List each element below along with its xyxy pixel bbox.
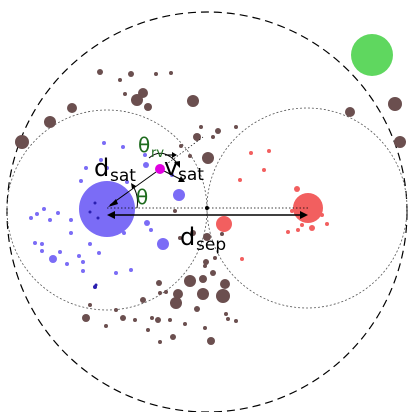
svg-text:v: v bbox=[164, 153, 178, 181]
theta-label: θ bbox=[136, 185, 148, 209]
v-sat-arrowhead bbox=[178, 176, 185, 182]
blue-satellites bbox=[29, 141, 185, 289]
boundary-galaxy bbox=[395, 139, 397, 141]
d-sat-arrowhead bbox=[108, 199, 118, 207]
large-green-galaxy bbox=[351, 34, 393, 76]
svg-text:θ: θ bbox=[138, 133, 150, 157]
svg-text:rv: rv bbox=[151, 146, 164, 161]
d-sep-arrowhead-right bbox=[300, 211, 308, 219]
d-sat-arrow bbox=[109, 171, 157, 206]
d-sep-arrowhead-left bbox=[107, 211, 115, 219]
blue-host-galaxy bbox=[79, 181, 135, 237]
theta-rv-arc bbox=[148, 152, 179, 165]
field-galaxies bbox=[15, 69, 406, 345]
theta-arrowhead bbox=[131, 183, 136, 189]
svg-text:d: d bbox=[94, 154, 109, 182]
svg-text:θ: θ bbox=[136, 185, 148, 209]
selected-satellite bbox=[155, 164, 165, 174]
theta-rv-arrowhead bbox=[174, 161, 180, 168]
theta-rv-label: θ rv bbox=[138, 133, 164, 161]
v-sat-label: v sat bbox=[164, 152, 204, 185]
red-satellites bbox=[216, 149, 329, 261]
theta-arc bbox=[132, 185, 138, 209]
svg-text:sep: sep bbox=[196, 235, 226, 255]
d-sep-label: d sep bbox=[180, 223, 226, 255]
svg-text:sat: sat bbox=[178, 165, 204, 185]
d-sat-label: d sat bbox=[94, 154, 136, 186]
blue-host-inner-dots bbox=[88, 201, 100, 220]
midpoint-marker bbox=[205, 206, 209, 210]
svg-text:d: d bbox=[180, 223, 195, 251]
svg-text:sat: sat bbox=[110, 166, 136, 186]
